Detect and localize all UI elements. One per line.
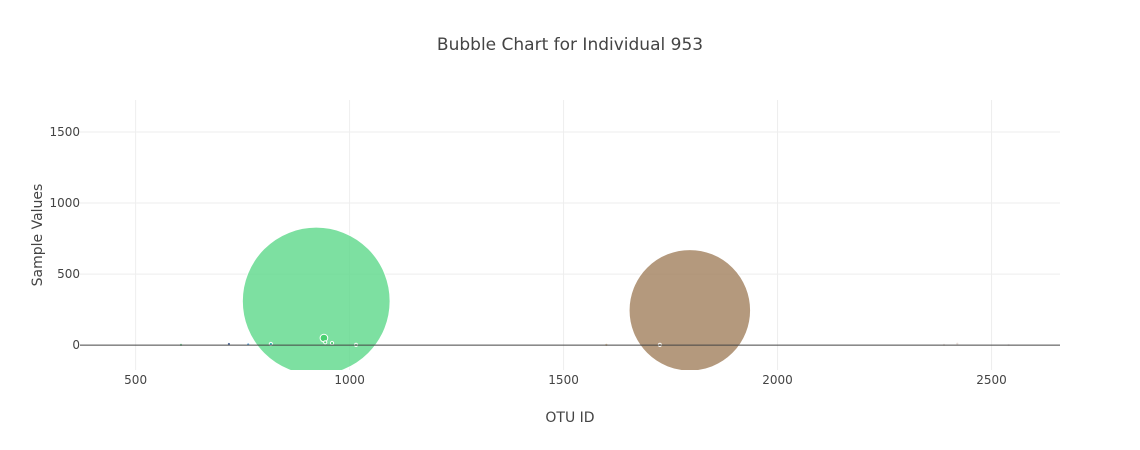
bubble-point[interactable] [323, 340, 328, 345]
x-tick-label: 500 [124, 373, 147, 387]
bubble-layer [178, 226, 1011, 375]
y-tick-label: 500 [57, 267, 80, 281]
x-tick-label: 1500 [548, 373, 579, 387]
chart-title: Bubble Chart for Individual 953 [437, 35, 703, 55]
bubble-point[interactable] [241, 226, 391, 375]
y-tick-label: 1000 [49, 196, 80, 210]
x-axis-title: OTU ID [545, 410, 594, 426]
bubble-point[interactable] [628, 249, 752, 372]
bubble-point[interactable] [329, 341, 335, 346]
y-tick-label: 1500 [49, 125, 80, 139]
y-tick-label: 0 [72, 338, 80, 352]
y-axis-title: Sample Values [30, 184, 46, 287]
x-tick-label: 2000 [762, 373, 793, 387]
grid [80, 100, 1060, 370]
x-tick-label: 1000 [334, 373, 365, 387]
tick-labels: 500 1000 1500 2000 2500 0 500 1000 1500 [49, 125, 1006, 387]
x-tick-label: 2500 [976, 373, 1007, 387]
